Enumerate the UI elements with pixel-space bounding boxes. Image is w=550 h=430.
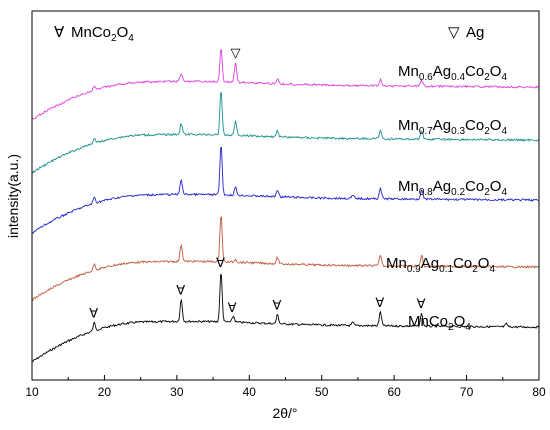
x-tick-label-80: 80	[532, 385, 546, 399]
series-line-1	[31, 215, 539, 302]
x-tick-label-20: 20	[98, 385, 112, 399]
legend: ∀ MnCo2O4 ▽ Ag	[54, 24, 484, 44]
peak-marker-ag-0: ▽	[231, 46, 241, 61]
x-tick-label-50: 50	[315, 385, 329, 399]
series-label-4: Mn0.6Ag0.4Co2O4	[398, 63, 507, 83]
legend-item-ag: ▽ Ag	[448, 24, 484, 41]
x-axis-title: 2θ/°	[272, 405, 297, 421]
series-label-3: Mn0.7Ag0.3Co2O4	[398, 117, 507, 137]
series-labels: MnCo2O4 Mn0.9Ag0.1Co2O4 Mn0.8Ag0.2Co2O4 Mn0…	[386, 63, 507, 333]
peak-marker-mnco2o4-0: ∀	[89, 307, 98, 322]
series-label-0: MnCo2O4	[408, 313, 471, 333]
x-tick-label-70: 70	[460, 385, 474, 399]
x-tick-label-40: 40	[243, 385, 257, 399]
peak-marker-mnco2o4-6: ∀	[417, 297, 426, 312]
series-line-2	[31, 146, 539, 234]
legend-label-mnco2o4: MnCo2O4	[71, 24, 134, 44]
y-axis-title: intensity(a.u.)	[5, 154, 21, 238]
peak-marker-mnco2o4-2: ∀	[216, 256, 225, 271]
series-line-4	[31, 48, 539, 120]
x-tick-label-60: 60	[387, 385, 401, 399]
x-tick-label-30: 30	[170, 385, 184, 399]
series-line-3	[31, 92, 539, 174]
x-tick-label-10: 10	[25, 385, 39, 399]
legend-symbol-mnco2o4: ∀	[54, 24, 65, 41]
plot-lines	[31, 48, 540, 363]
series-label-1: Mn0.9Ag0.1Co2O4	[386, 255, 495, 275]
legend-item-mnco2o4: ∀ MnCo2O4	[54, 24, 134, 44]
peak-marker-mnco2o4-4: ∀	[273, 299, 282, 314]
x-axis: 10 20 30 40 50 60 70 80	[25, 375, 546, 399]
legend-label-ag: Ag	[466, 24, 484, 41]
peak-marker-mnco2o4-3: ∀	[228, 301, 237, 316]
series-line-0	[31, 274, 540, 363]
peak-marker-mnco2o4-1: ∀	[176, 283, 185, 298]
peak-marker-mnco2o4-5: ∀	[375, 296, 384, 311]
legend-symbol-ag: ▽	[448, 24, 460, 41]
peak-markers: ∀ ∀ ∀ ∀ ∀ ∀ ∀ ▽	[89, 46, 425, 321]
series-label-2: Mn0.8Ag0.2Co2O4	[398, 178, 507, 198]
